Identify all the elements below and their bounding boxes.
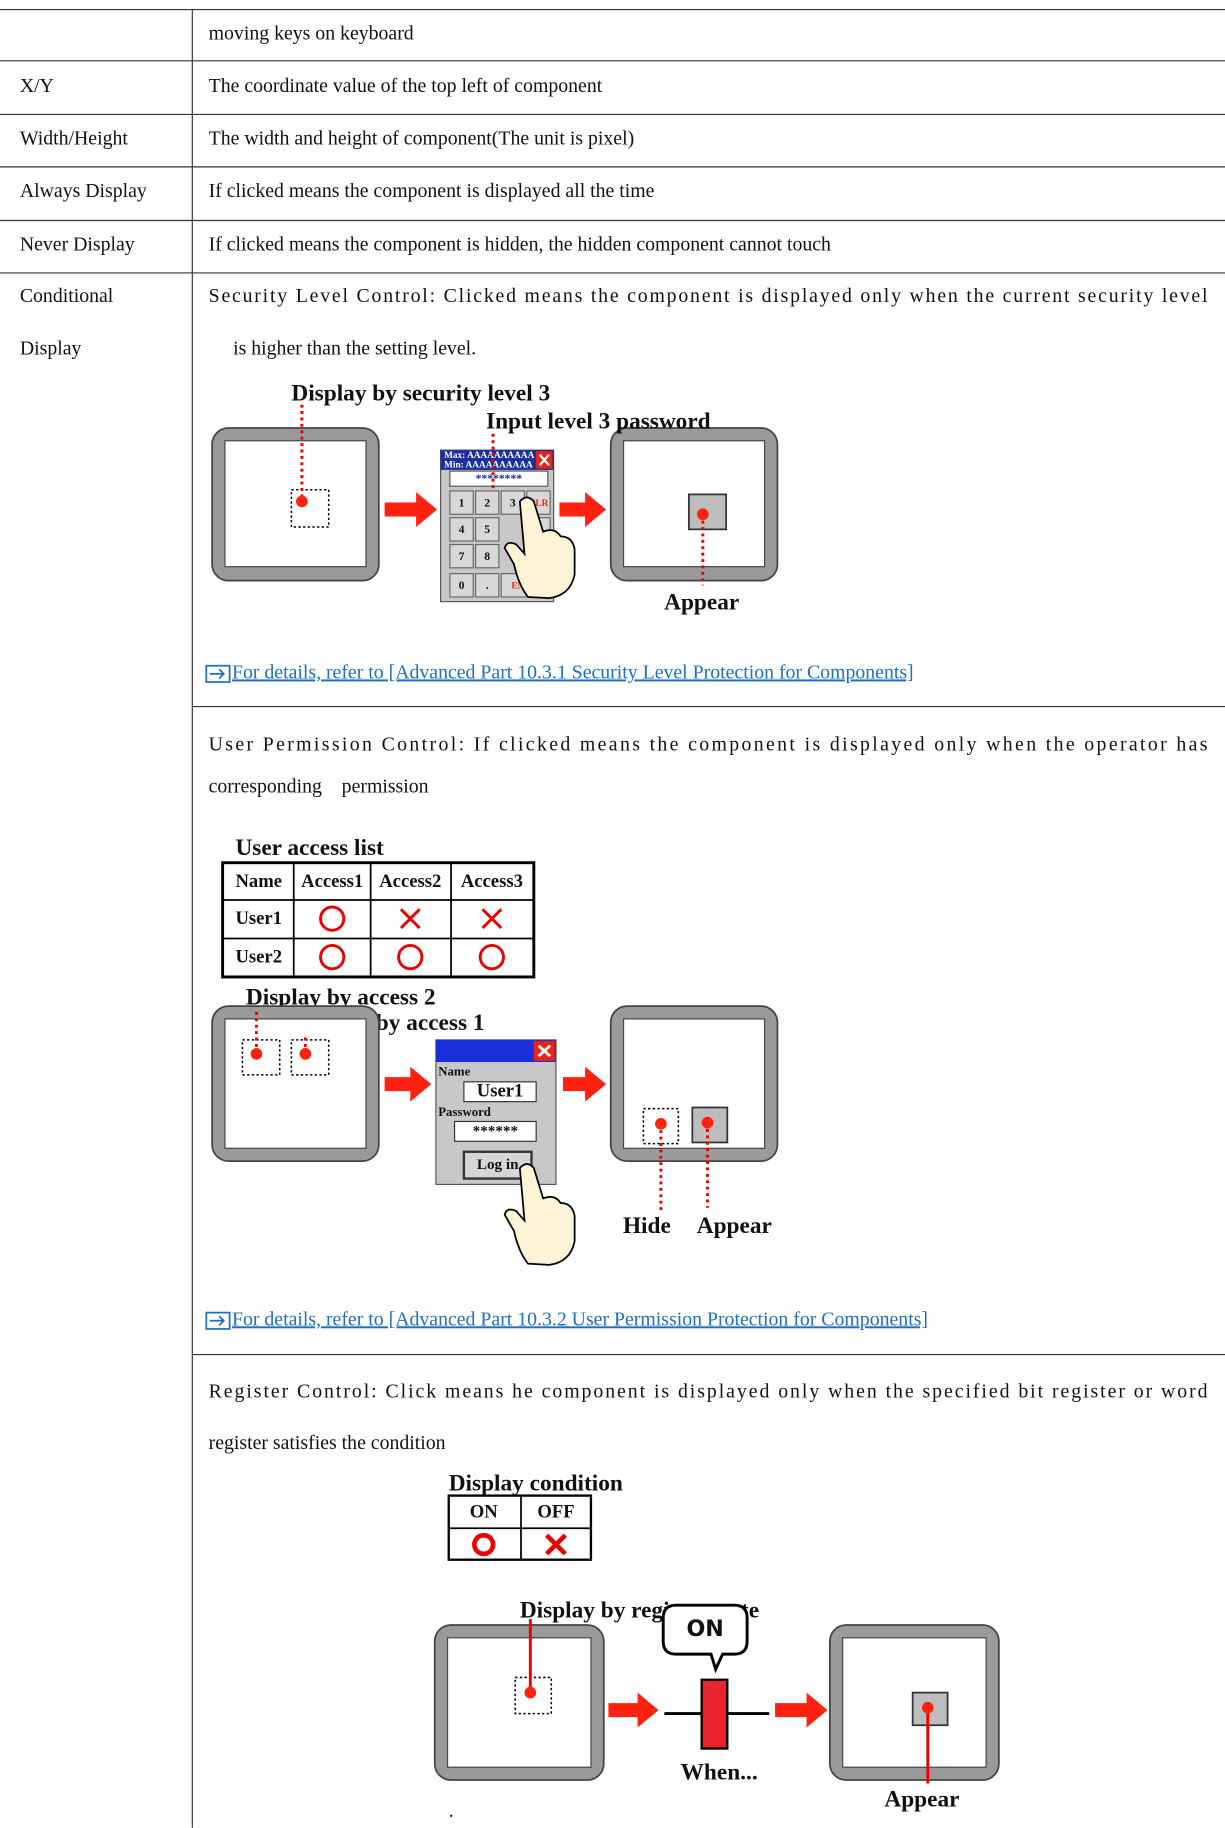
table-grid	[0, 8, 1225, 1828]
section-text: User Permission Control: If clicked mean…	[209, 734, 1208, 756]
key: 1	[459, 496, 465, 509]
table-header: Access1	[301, 871, 363, 892]
row-label: Never Display	[20, 234, 135, 256]
footnote: .	[449, 1800, 454, 1822]
section-text: is higher than the setting level.	[233, 337, 476, 359]
user-name: User2	[235, 947, 282, 968]
key: 5	[484, 523, 490, 536]
diagram-label: Appear	[884, 1786, 959, 1812]
circle-symbol	[478, 944, 505, 971]
user-name: User1	[235, 908, 282, 929]
key: CLR	[529, 499, 549, 509]
cell-text: The width and height of component(The un…	[209, 128, 635, 150]
diagram-label: Appear	[697, 1213, 772, 1239]
login-value: ******	[473, 1122, 518, 1139]
diagram-label: Display by security level 3	[291, 381, 550, 407]
diagram-label: Display condition	[449, 1470, 623, 1496]
login-label: Password	[438, 1105, 491, 1119]
table-header: Access2	[379, 871, 441, 892]
key: 8	[484, 550, 490, 563]
keypad-max: Max: AAAAAAAAAA	[444, 451, 535, 461]
circle-symbol	[319, 905, 346, 932]
cell-text: If clicked means the component is displa…	[209, 180, 655, 202]
row-label: X/Y	[20, 75, 54, 97]
row-label: Always Display	[20, 180, 147, 202]
permission-diagram	[211, 1005, 779, 1266]
diagram-label: User access list	[235, 835, 384, 861]
key: 4	[459, 523, 465, 536]
diagram-label: Appear	[664, 589, 739, 615]
cross-symbol	[481, 908, 503, 930]
section-text: corresponding permission	[209, 776, 429, 798]
bubble-text: ON	[686, 1616, 723, 1642]
diagram-label: Hide	[623, 1213, 671, 1239]
reference-link[interactable]: For details, refer to [Advanced Part 10.…	[232, 1308, 928, 1330]
cell-text: If clicked means the component is hidden…	[209, 234, 831, 256]
login-label: Name	[438, 1064, 470, 1078]
row-label: Conditional	[20, 285, 114, 307]
keypad-field: ********	[476, 472, 523, 485]
diagram-label: Input level 3 password	[486, 409, 711, 435]
circle-symbol	[397, 944, 424, 971]
login-value: User1	[477, 1081, 524, 1102]
reference-link[interactable]: For details, refer to [Advanced Part 10.…	[232, 661, 914, 683]
register-diagram	[433, 1603, 1000, 1784]
section-text: register satisfies the condition	[209, 1432, 446, 1454]
cell-text: moving keys on keyboard	[209, 23, 414, 45]
cross-symbol	[399, 908, 421, 930]
table-header: Name	[235, 871, 282, 892]
table-header: Access3	[461, 871, 523, 892]
key: 7	[459, 550, 465, 563]
link-icon	[205, 664, 231, 683]
key: 3	[510, 496, 516, 509]
section-text: Security Level Control: Clicked means th…	[209, 285, 1208, 307]
security-diagram: Max: AAAAAAAAAA Min: AAAAAAAAAA ********…	[211, 404, 779, 603]
cell-text: The coordinate value of the top left of …	[209, 75, 603, 97]
login-button: Log in	[477, 1156, 519, 1173]
link-icon	[205, 1311, 231, 1330]
cross-symbol	[544, 1533, 567, 1556]
condition-table	[447, 1494, 593, 1561]
section-text: Register Control: Click means he compone…	[209, 1381, 1208, 1403]
diagram-label: When...	[681, 1760, 758, 1786]
key: 2	[484, 496, 490, 509]
access-table	[221, 861, 536, 979]
keypad-min: Min: AAAAAAAAAA	[444, 460, 533, 470]
key: 0	[459, 579, 465, 592]
key: .	[486, 579, 489, 592]
row-label: Display	[20, 337, 82, 359]
circle-symbol	[319, 944, 346, 971]
row-label: Width/Height	[20, 128, 129, 150]
circle-symbol	[472, 1532, 496, 1557]
table-header: ON	[470, 1501, 498, 1522]
table-header: OFF	[537, 1501, 574, 1522]
